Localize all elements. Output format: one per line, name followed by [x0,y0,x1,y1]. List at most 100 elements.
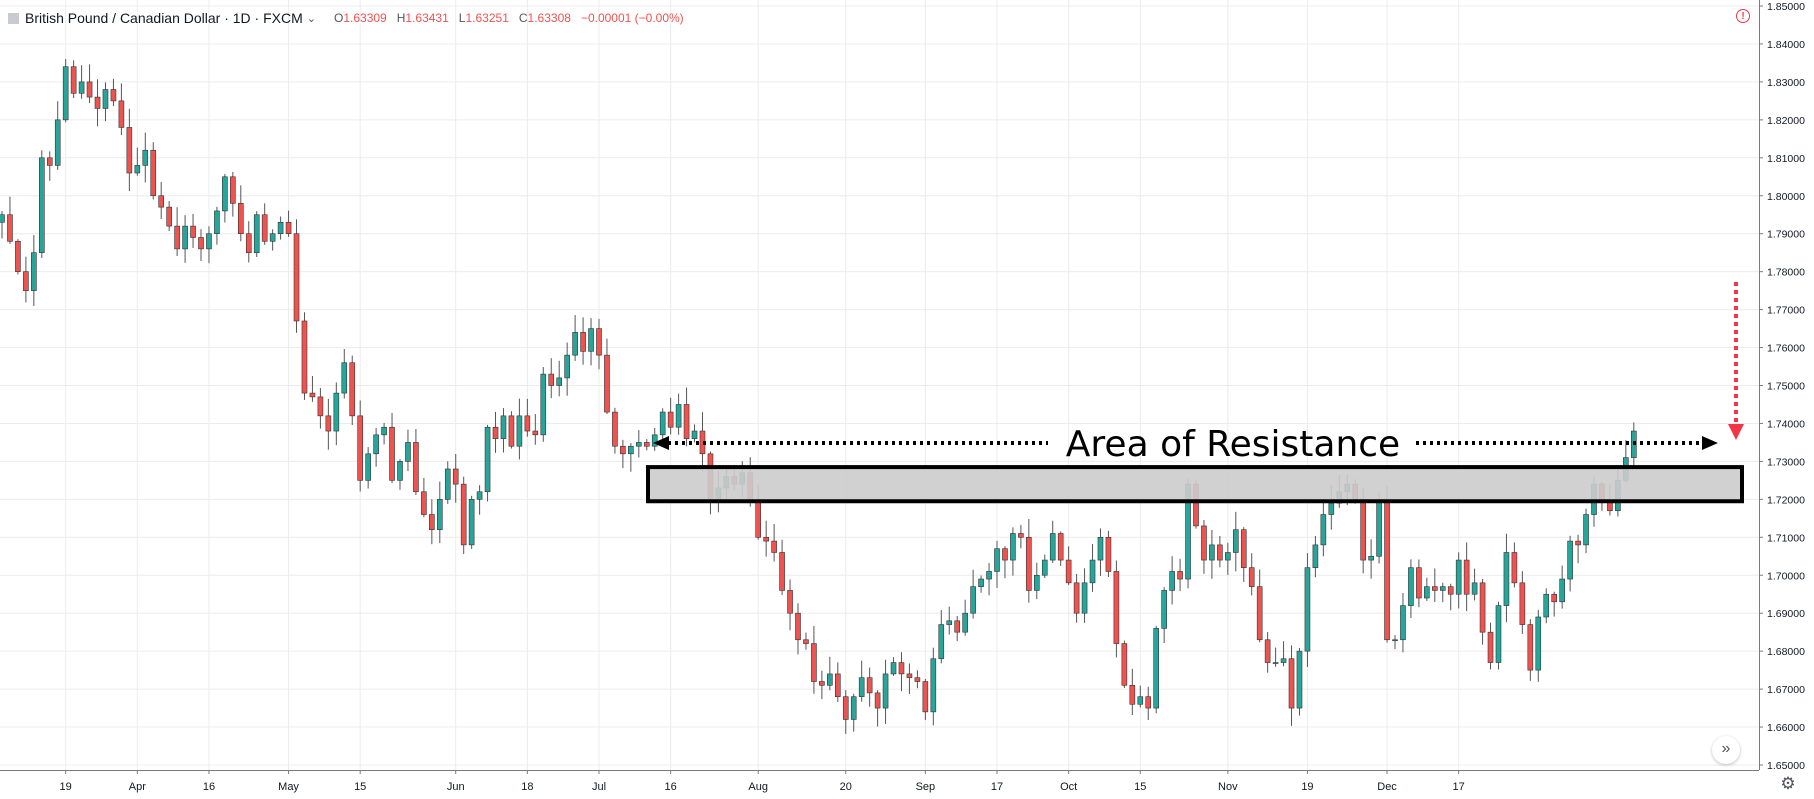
candle-body [691,430,698,439]
candle-body [1121,643,1128,686]
candle-body [429,514,435,531]
candle-body [1408,567,1414,606]
candle-body [659,411,666,436]
candle-body [1559,578,1565,603]
candle-body [1583,514,1589,546]
price-tick-label: 1.76000 [1767,343,1805,355]
candle-body [1010,533,1016,561]
candle-body [214,210,220,234]
gear-icon[interactable]: ⚙ [1780,774,1796,793]
candle-body [182,225,188,250]
low-label: L [458,11,466,25]
scroll-to-realtime-button[interactable]: » [1712,736,1740,764]
candle-body [357,415,364,481]
high-value: 1.63431 [405,11,449,25]
candle-body [1376,499,1382,557]
candle-body [1280,658,1287,663]
candle-body [126,127,133,174]
price-tick-label: 1.65000 [1767,760,1805,772]
candle-body [301,320,308,394]
candle-body [1527,624,1534,671]
resistance-zone[interactable] [646,465,1744,504]
candle-body [468,499,475,546]
open-label: O [334,11,344,25]
candle-body [612,411,618,447]
candle-body [572,332,578,356]
close-label: C [518,11,528,25]
candle-body [508,415,515,447]
time-axis[interactable]: 19 Apr 16 May 15 Jun 18 Jul 16 Aug 20 Sep 17 Oct 15 Nov… [0,770,1814,799]
candle-body [1424,586,1430,599]
high-label: H [396,11,406,25]
candle-body [373,434,379,455]
candle-body [460,483,467,546]
candle-body [564,354,570,379]
time-tick-label: 16 [665,781,677,793]
candle-body [675,404,682,428]
candle-body [986,571,992,580]
candle-body [23,271,29,291]
candle-body [1209,544,1215,561]
time-tick-label: 15 [1134,781,1146,793]
price-tick-label: 1.66000 [1767,722,1805,734]
arrow-head-left-icon [653,436,669,450]
candle-body [834,673,841,697]
candle-body [245,233,252,253]
candle-body [898,662,905,675]
candle-body [206,233,212,250]
candle-body [540,373,547,436]
candle-body [309,392,316,398]
price-tick-label: 1.79000 [1767,229,1805,241]
candle-body [1169,571,1175,591]
price-axis[interactable]: 1.85000 1.84000 1.83000 1.82000 1.81000 1.800… [1759,0,1814,772]
price-tick-label: 1.81000 [1767,153,1805,165]
candle-body [771,540,777,553]
time-tick-label: 17 [991,781,1003,793]
candle-body [222,176,228,212]
candle-body [389,426,395,481]
close-value: 1.63308 [527,11,571,25]
candle-body [166,206,172,227]
candle-body [628,445,634,455]
arrow-down-icon [1728,424,1744,440]
symbol-title[interactable]: British Pound / Canadian Dollar · 1D · F… [25,10,303,26]
price-tick-label: 1.77000 [1767,305,1805,317]
candle-body [1567,540,1573,580]
candle-body [110,89,117,102]
candle-body [874,692,881,709]
candle-body [1384,499,1390,641]
candle-body [667,411,674,428]
candle-body [1296,650,1303,709]
candle-body [1368,555,1374,561]
candles [0,59,1637,734]
candle-body [1400,605,1406,641]
candle-body [556,377,563,386]
candle-body [397,461,403,481]
chevron-down-icon[interactable]: ⌄ [306,12,316,25]
price-tick-label: 1.67000 [1767,684,1805,696]
candle-body [1487,631,1494,663]
price-tick-label: 1.83000 [1767,77,1805,89]
series-square-icon [8,12,19,24]
candle-body [755,499,762,538]
candle-body [269,233,276,242]
candle-body [930,658,937,713]
candle-body [253,214,260,253]
candle-body [922,681,929,713]
candle-body [1248,567,1255,587]
candle-body [1360,499,1366,561]
price-tick-label: 1.73000 [1767,456,1805,468]
candle-body [1041,559,1048,576]
candle-body [1081,582,1088,614]
candle-body [341,362,348,394]
candle-body [1217,544,1223,561]
alert-circle-icon[interactable]: ! [1736,9,1750,23]
low-value: 1.63251 [465,11,509,25]
candle-body [819,681,825,686]
candle-body [70,66,77,94]
candle-body [142,149,149,166]
candle-body [938,624,945,660]
candle-body [317,396,324,417]
candle-body [381,426,387,436]
